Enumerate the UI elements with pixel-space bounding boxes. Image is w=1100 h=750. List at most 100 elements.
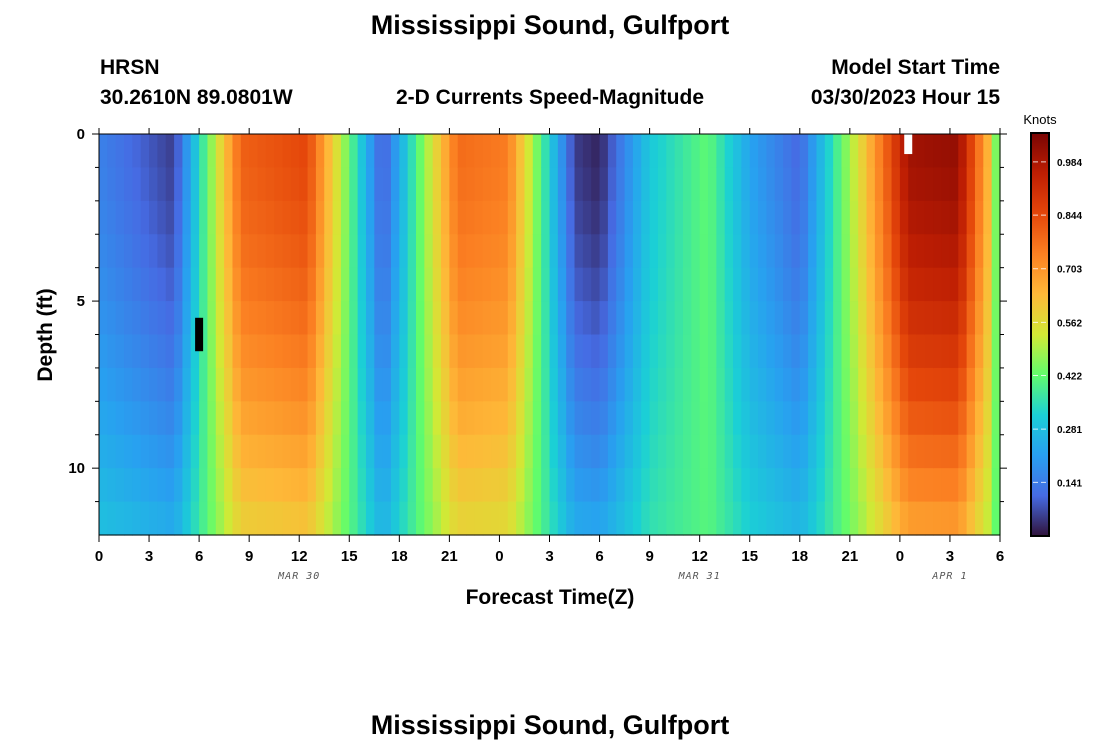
heatmap-cell: [582, 334, 592, 369]
heatmap-cell: [390, 301, 400, 336]
heatmap-cell: [107, 134, 117, 169]
heatmap-cell: [474, 468, 484, 503]
heatmap-cell: [99, 301, 108, 336]
heatmap-cell: [641, 301, 651, 336]
heatmap-cell: [149, 334, 158, 369]
heatmap-cell: [382, 334, 392, 369]
heatmap-cell: [682, 267, 692, 302]
heatmap-cell: [532, 468, 542, 503]
heatmap-cell: [966, 334, 976, 369]
heatmap-cell: [132, 267, 142, 302]
heatmap-cell: [833, 434, 843, 469]
heatmap-cell: [482, 167, 492, 202]
heatmap-cell: [766, 267, 776, 302]
heatmap-cell: [157, 468, 167, 503]
heatmap-cell: [808, 134, 818, 169]
heatmap-cell: [566, 134, 576, 169]
heatmap-cell: [983, 267, 993, 302]
heatmap-cell: [374, 200, 384, 235]
heatmap-cell: [916, 501, 926, 536]
heatmap-cell: [599, 501, 609, 536]
heatmap-cell: [991, 401, 1001, 436]
heatmap-cell: [749, 167, 759, 202]
heatmap-cell: [974, 401, 984, 436]
heatmap-cell: [299, 301, 309, 336]
heatmap-cell: [432, 334, 442, 369]
heatmap-cell: [666, 501, 676, 536]
heatmap-cell: [365, 468, 375, 503]
heatmap-cell: [741, 134, 751, 169]
heatmap-cell: [949, 234, 959, 269]
heatmap-cell: [766, 367, 776, 402]
heatmap-cell: [891, 367, 901, 402]
heatmap-cell: [566, 334, 576, 369]
heatmap-cell: [165, 501, 175, 536]
heatmap-cell: [174, 468, 184, 503]
heatmap-cell: [924, 367, 934, 402]
heatmap-cell: [149, 167, 158, 202]
heatmap-cell: [883, 200, 893, 235]
heatmap-cell: [491, 200, 501, 235]
heatmap-cell: [324, 134, 334, 169]
heatmap-cell: [524, 334, 534, 369]
heatmap-cell: [708, 234, 717, 269]
heatmap-cell: [816, 200, 826, 235]
heatmap-cell: [841, 468, 851, 503]
heatmap-cell: [324, 334, 334, 369]
heatmap-cell: [324, 301, 334, 336]
heatmap-cell: [499, 401, 509, 436]
heatmap-cell: [107, 234, 117, 269]
heatmap-cell: [182, 501, 192, 536]
heatmap-cell: [891, 200, 901, 235]
heatmap-cell: [99, 234, 108, 269]
heatmap-cell: [966, 434, 976, 469]
heatmap-cell: [174, 301, 184, 336]
heatmap-cell: [908, 134, 918, 169]
heatmap-cell: [958, 234, 968, 269]
heatmap-cell: [908, 401, 918, 436]
heatmap-cell: [849, 234, 859, 269]
heatmap-cell: [557, 234, 567, 269]
heatmap-cell: [849, 301, 859, 336]
heatmap-cell: [174, 134, 184, 169]
heatmap-cell: [824, 367, 834, 402]
heatmap-cell: [115, 401, 125, 436]
heatmap-cell: [924, 468, 934, 503]
heatmap-cell: [974, 200, 984, 235]
heatmap-cell: [207, 434, 217, 469]
heatmap-cell: [240, 434, 250, 469]
heatmap-cell: [299, 468, 309, 503]
heatmap-cell: [657, 334, 667, 369]
heatmap-cell: [232, 134, 242, 169]
heatmap-cell: [933, 134, 943, 169]
heatmap-cell: [783, 167, 793, 202]
heatmap-cell: [699, 367, 709, 402]
heatmap-cell: [449, 401, 459, 436]
heatmap-cell: [624, 401, 634, 436]
heatmap-cell: [641, 134, 651, 169]
heatmap-cell: [165, 200, 175, 235]
colorbar: 0.141 0.281 0.422 0.562 0.703 0.844 0.984 Knots: [1023, 112, 1082, 537]
heatmap-cell: [115, 334, 125, 369]
heatmap-cell: [566, 167, 576, 202]
heatmap-cell: [232, 234, 242, 269]
heatmap-cell: [933, 200, 943, 235]
heatmap-cell: [157, 200, 167, 235]
heatmap-cell: [199, 134, 209, 169]
heatmap-cell: [841, 267, 851, 302]
heatmap-cell: [491, 167, 501, 202]
heatmap-cell: [532, 167, 542, 202]
heatmap-cell: [140, 200, 150, 235]
heatmap-cell: [482, 434, 492, 469]
heatmap-cell: [315, 200, 325, 235]
heatmap-cell: [299, 334, 309, 369]
heatmap-cell: [991, 167, 1001, 202]
heatmap-cell: [240, 334, 250, 369]
heatmap-cell: [299, 234, 309, 269]
heatmap-cell: [365, 367, 375, 402]
heatmap-cell: [699, 267, 709, 302]
heatmap-cell: [165, 167, 175, 202]
heatmap-cell: [899, 401, 909, 436]
heatmap-cell: [324, 267, 334, 302]
heatmap-cell: [657, 501, 667, 536]
